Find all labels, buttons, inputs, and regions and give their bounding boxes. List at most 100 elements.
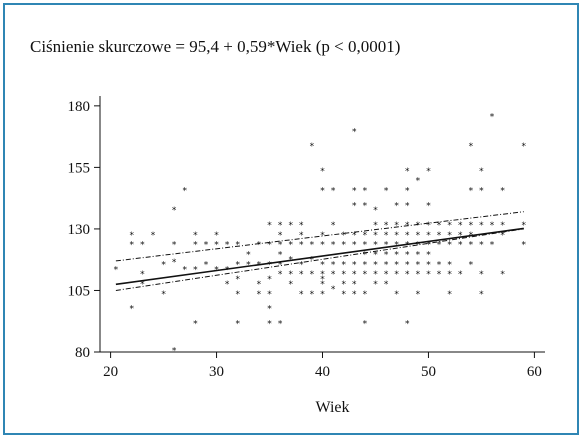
regression-line bbox=[115, 227, 524, 286]
data-point: * bbox=[331, 260, 336, 270]
data-point: * bbox=[172, 206, 177, 216]
y-tick-label: 155 bbox=[68, 160, 91, 176]
data-point: * bbox=[225, 280, 230, 290]
data-point: * bbox=[405, 270, 410, 280]
data-point: * bbox=[341, 241, 346, 251]
confidence-band bbox=[115, 211, 524, 291]
data-point: * bbox=[363, 231, 368, 241]
data-point: * bbox=[299, 260, 304, 270]
data-point: * bbox=[447, 241, 452, 251]
data-point: * bbox=[394, 241, 399, 251]
data-point: * bbox=[384, 280, 389, 290]
data-point: * bbox=[341, 231, 346, 241]
data-point: * bbox=[278, 221, 283, 231]
data-point: * bbox=[384, 251, 389, 261]
data-point: * bbox=[447, 270, 452, 280]
data-point: * bbox=[405, 187, 410, 197]
data-point: * bbox=[363, 260, 368, 270]
data-point: * bbox=[267, 305, 272, 315]
data-point: * bbox=[331, 187, 336, 197]
data-point: * bbox=[235, 260, 240, 270]
data-point: * bbox=[426, 270, 431, 280]
data-point: * bbox=[458, 231, 463, 241]
data-point: * bbox=[235, 241, 240, 251]
y-tick-label: 80 bbox=[75, 345, 90, 361]
data-point: * bbox=[437, 260, 442, 270]
data-point: * bbox=[352, 201, 357, 211]
data-point: * bbox=[257, 290, 262, 300]
data-point: * bbox=[363, 290, 368, 300]
data-point: * bbox=[320, 290, 325, 300]
data-point: * bbox=[193, 241, 198, 251]
data-point: * bbox=[363, 251, 368, 261]
data-point: * bbox=[479, 290, 484, 300]
y-tick-label: 130 bbox=[68, 222, 91, 238]
data-point: * bbox=[426, 221, 431, 231]
y-tick-label: 105 bbox=[68, 283, 91, 299]
data-point: * bbox=[479, 270, 484, 280]
confidence-lower-line bbox=[115, 228, 524, 291]
data-point: * bbox=[490, 113, 495, 123]
data-point: * bbox=[426, 241, 431, 251]
data-point: * bbox=[352, 187, 357, 197]
y-tick-label: 180 bbox=[68, 99, 91, 115]
data-point: * bbox=[214, 241, 219, 251]
data-point: * bbox=[405, 319, 410, 329]
data-point: * bbox=[320, 167, 325, 177]
data-point: * bbox=[320, 280, 325, 290]
data-point: * bbox=[140, 241, 145, 251]
data-point: * bbox=[500, 187, 505, 197]
data-point: * bbox=[352, 241, 357, 251]
data-point: * bbox=[267, 275, 272, 285]
data-point: * bbox=[405, 201, 410, 211]
data-point: * bbox=[235, 319, 240, 329]
data-point: * bbox=[130, 231, 135, 241]
data-point: * bbox=[140, 280, 145, 290]
data-point: * bbox=[341, 260, 346, 270]
data-point: * bbox=[363, 201, 368, 211]
data-point: * bbox=[331, 221, 336, 231]
data-point: * bbox=[225, 241, 230, 251]
data-point: * bbox=[278, 319, 283, 329]
data-point: * bbox=[278, 241, 283, 251]
data-point: * bbox=[341, 270, 346, 280]
data-point: * bbox=[352, 280, 357, 290]
data-point: * bbox=[299, 270, 304, 280]
data-point: * bbox=[363, 187, 368, 197]
data-point: * bbox=[394, 251, 399, 261]
data-point: * bbox=[183, 265, 188, 275]
data-point: * bbox=[352, 270, 357, 280]
data-point: * bbox=[394, 260, 399, 270]
data-point: * bbox=[373, 280, 378, 290]
data-point: * bbox=[225, 265, 230, 275]
data-point: * bbox=[373, 270, 378, 280]
data-point: * bbox=[384, 221, 389, 231]
data-point: * bbox=[352, 260, 357, 270]
data-point: * bbox=[384, 270, 389, 280]
data-point: * bbox=[490, 221, 495, 231]
data-point: * bbox=[352, 290, 357, 300]
data-point: * bbox=[320, 187, 325, 197]
data-point: * bbox=[130, 241, 135, 251]
data-point: * bbox=[310, 255, 315, 265]
regression-line-group bbox=[115, 227, 524, 286]
data-point: * bbox=[416, 290, 421, 300]
data-point: * bbox=[490, 241, 495, 251]
data-point: * bbox=[278, 260, 283, 270]
data-point: * bbox=[405, 231, 410, 241]
data-point: * bbox=[320, 275, 325, 285]
data-point: * bbox=[479, 221, 484, 231]
data-point: * bbox=[416, 270, 421, 280]
data-point: * bbox=[267, 260, 272, 270]
data-point: * bbox=[288, 255, 293, 265]
data-point: * bbox=[320, 270, 325, 280]
data-point: * bbox=[246, 260, 251, 270]
data-point: * bbox=[288, 221, 293, 231]
data-point: * bbox=[416, 241, 421, 251]
data-point: * bbox=[447, 231, 452, 241]
x-tick-label: 20 bbox=[103, 364, 118, 380]
data-point: * bbox=[310, 270, 315, 280]
data-point: * bbox=[469, 187, 474, 197]
data-point: * bbox=[278, 270, 283, 280]
